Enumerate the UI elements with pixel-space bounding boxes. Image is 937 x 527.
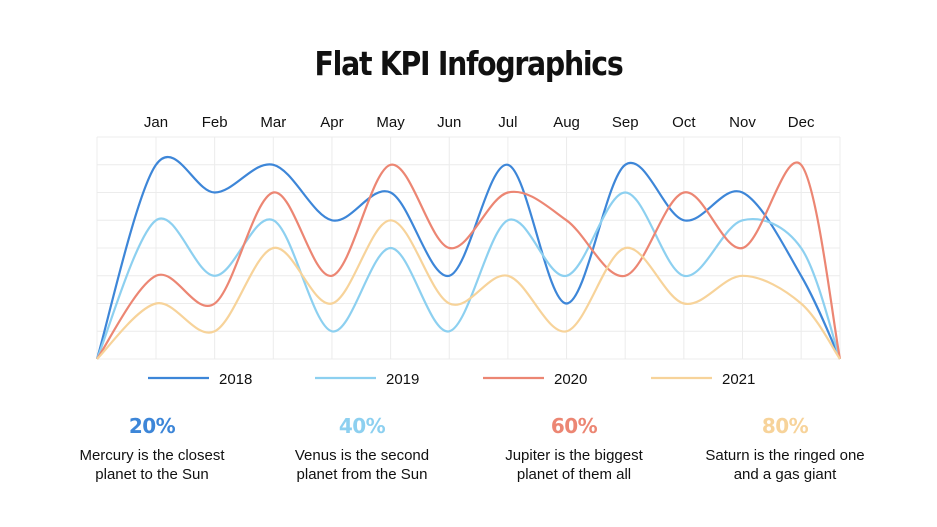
kpi-saturn: 80% Saturn is the ringed one and a gas gi… <box>665 414 905 484</box>
kpi-desc-line1: Venus is the second <box>294 447 430 464</box>
x-tick-label: Nov <box>729 114 756 131</box>
kpi-desc-line2: planet of them all <box>516 466 632 483</box>
series-line-2021 <box>96 219 841 360</box>
legend-label: 2019 <box>386 371 419 388</box>
kpi-value: 60% <box>550 414 598 438</box>
kpi-venus: 40% Venus is the second planet from the S… <box>242 414 482 484</box>
legend: 2018 2019 2020 2021 <box>148 371 755 388</box>
x-tick-label: Feb <box>202 114 228 131</box>
kpi-desc-line2: planet from the Sun <box>296 466 428 483</box>
series-line-2020 <box>96 161 842 360</box>
series-line-2018 <box>95 155 841 360</box>
legend-label: 2020 <box>554 371 587 388</box>
x-tick-label: Apr <box>320 114 343 131</box>
kpi-value: 40% <box>338 414 386 438</box>
x-tick-label: Mar <box>260 114 286 131</box>
series-line-2019 <box>95 191 842 360</box>
x-tick-label: Aug <box>553 114 580 131</box>
kpi-value: 20% <box>128 414 176 438</box>
kpi-desc-line1: Mercury is the closest <box>79 447 225 464</box>
kpi-jupiter: 60% Jupiter is the biggest planet of them… <box>454 414 694 484</box>
line-chart: Jan Feb Mar Apr May Jun Jul Aug Sep Oct Nov Dec 201… <box>95 114 842 388</box>
legend-label: 2018 <box>219 371 252 388</box>
series-lines <box>95 155 842 360</box>
x-tick-label: Oct <box>672 114 696 131</box>
x-tick-label: Sep <box>612 114 639 131</box>
x-tick-label: Jun <box>437 114 461 131</box>
grid <box>96 136 841 360</box>
kpi-desc-line1: Saturn is the ringed one <box>705 447 865 464</box>
x-axis-labels: Jan Feb Mar Apr May Jun Jul Aug Sep Oct Nov Dec <box>144 114 815 131</box>
x-tick-label: Jul <box>498 114 517 131</box>
x-tick-label: Dec <box>788 114 815 131</box>
page-title: Flat KPI Infographics <box>314 44 624 83</box>
x-tick-label: May <box>376 114 405 131</box>
kpi-value: 80% <box>761 414 809 438</box>
kpi-mercury: 20% Mercury is the closest planet to the … <box>32 414 272 484</box>
x-tick-label: Jan <box>144 114 168 131</box>
kpi-desc-line1: Jupiter is the biggest <box>505 447 643 464</box>
legend-label: 2021 <box>722 371 755 388</box>
kpi-desc-line2: planet to the Sun <box>95 466 209 483</box>
kpi-desc-line2: and a gas giant <box>733 466 837 483</box>
